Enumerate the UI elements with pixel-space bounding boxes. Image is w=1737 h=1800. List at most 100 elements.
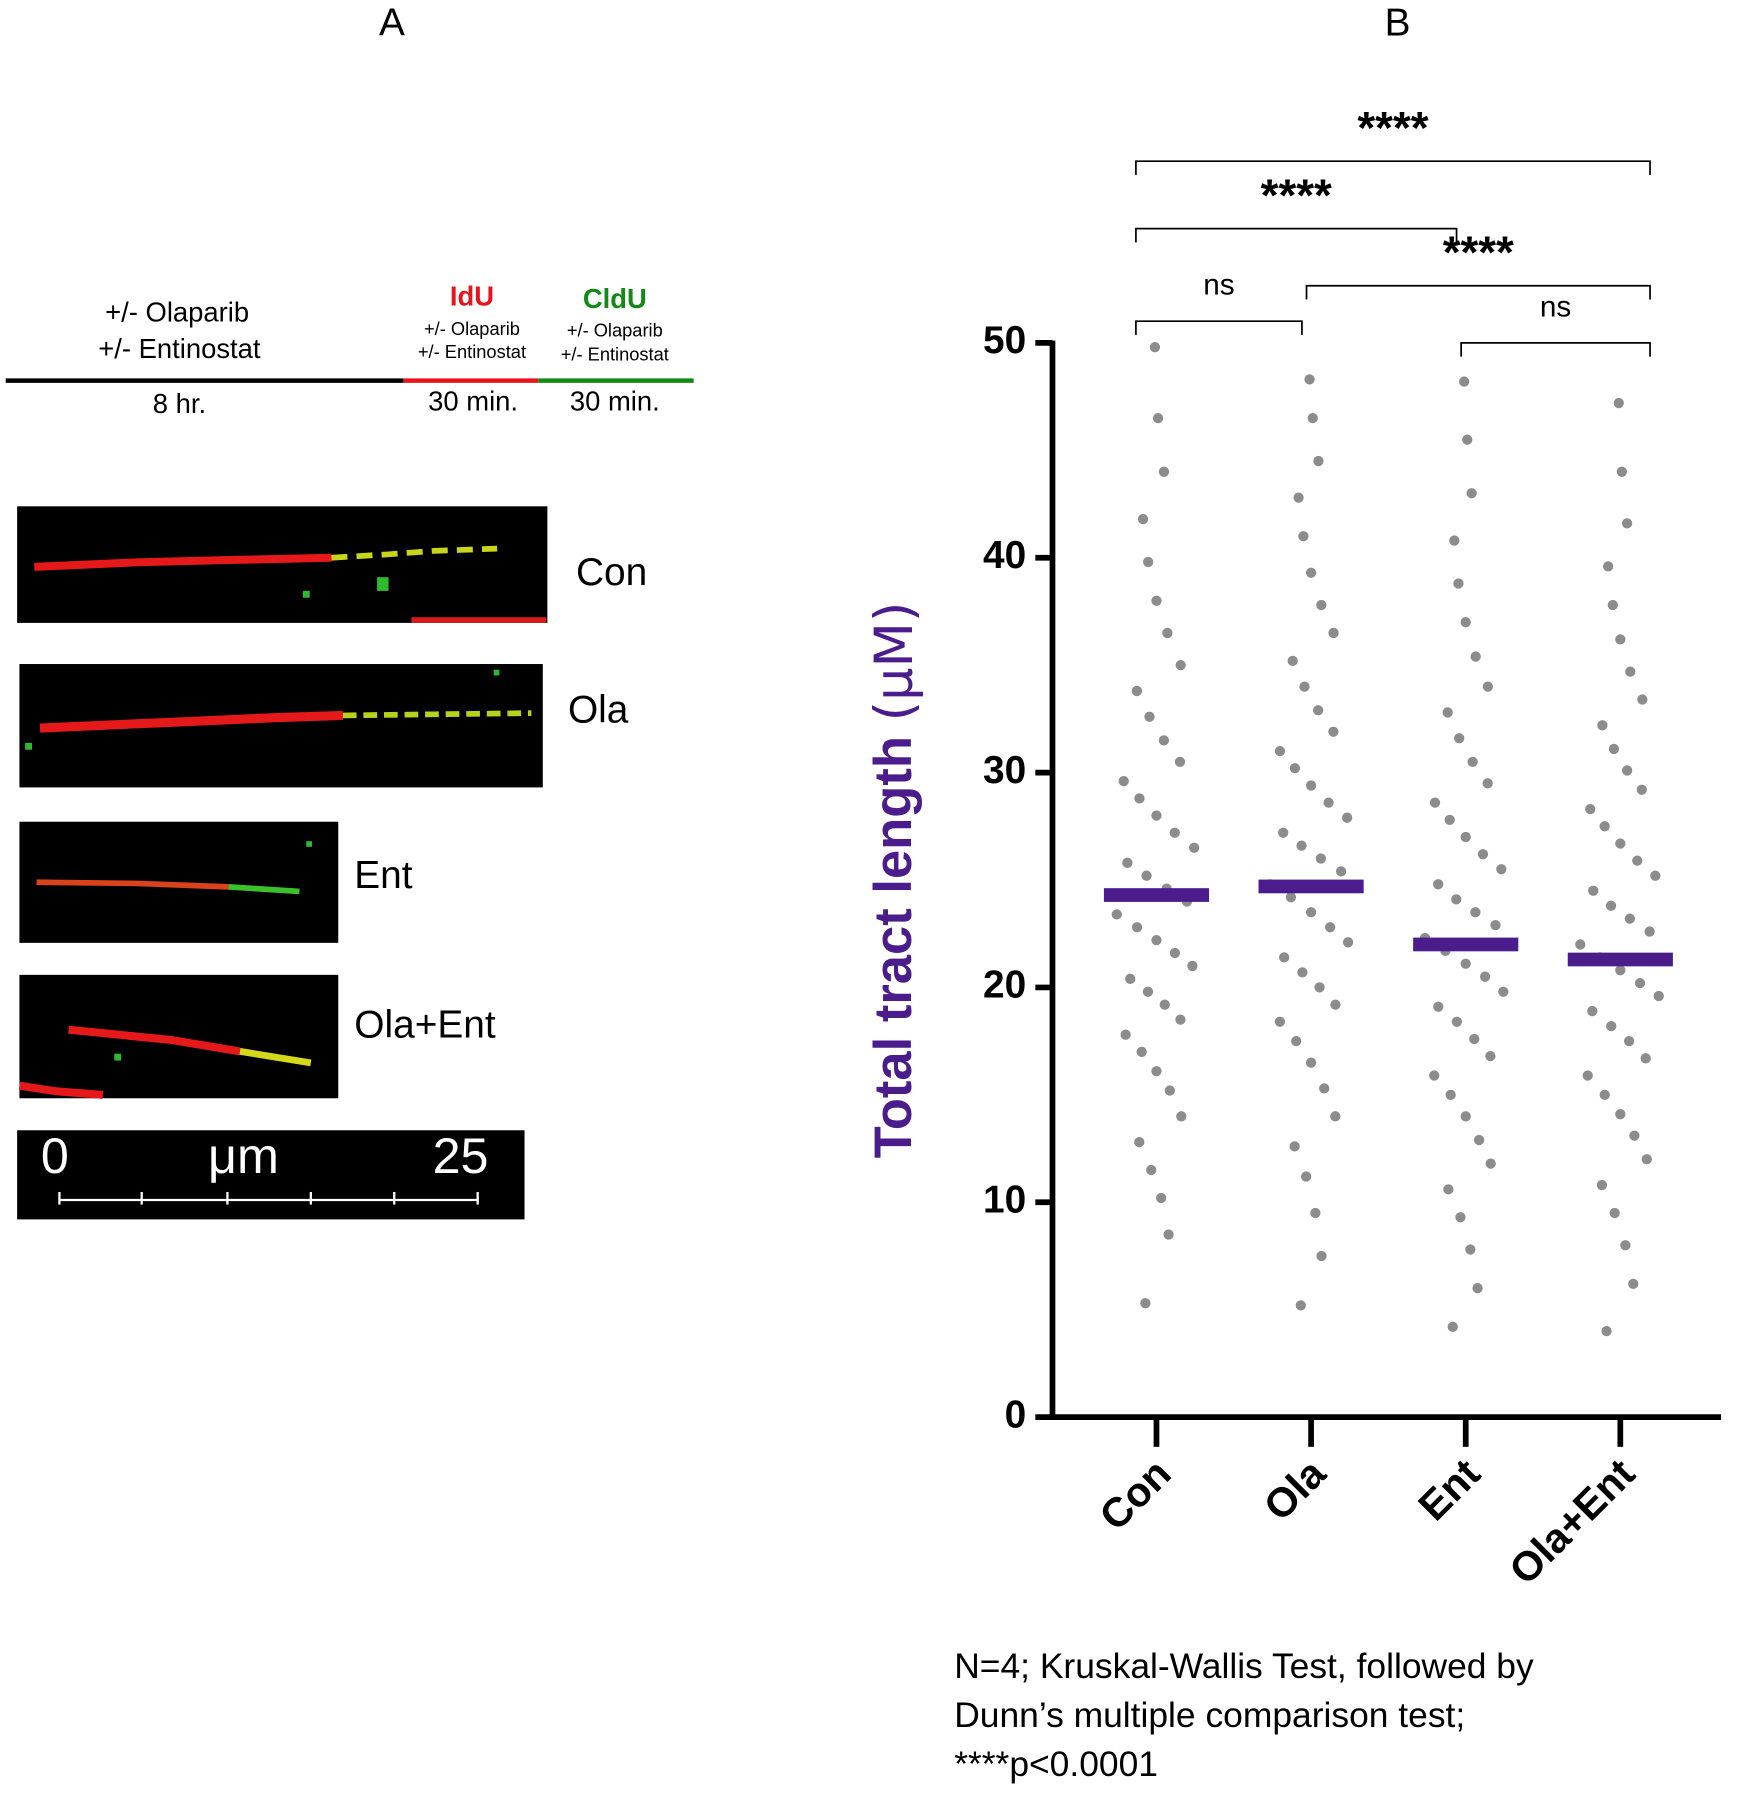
data-point [1342, 937, 1354, 948]
data-point [1143, 556, 1154, 568]
data-point [1601, 1326, 1612, 1337]
y-tick-label: 40 [983, 534, 1026, 577]
x-tick-label: Ent [1410, 1450, 1490, 1530]
pulse-name: IdU [450, 281, 494, 312]
data-point [1605, 900, 1617, 911]
data-point [1175, 660, 1186, 671]
data-point [1164, 1085, 1175, 1096]
significance-bracket [1135, 320, 1303, 335]
data-point [1330, 1111, 1341, 1122]
data-point [1176, 1111, 1187, 1122]
image-label: Ola+Ent [354, 1004, 496, 1047]
data-point [1479, 971, 1491, 982]
y-axis-title: Total tract length (μM) [864, 602, 925, 1159]
data-point [1328, 627, 1339, 639]
data-point [1131, 922, 1143, 933]
fiber-image [19, 664, 543, 788]
data-point [1613, 397, 1624, 409]
data-point [1498, 986, 1509, 997]
data-point [1175, 1014, 1186, 1025]
data-point [1325, 922, 1336, 933]
data-point [1451, 894, 1462, 905]
data-point [1629, 1130, 1640, 1141]
data-point [1466, 488, 1477, 499]
data-point [1151, 1066, 1162, 1077]
data-point [1144, 711, 1155, 722]
data-point [1188, 842, 1200, 853]
data-point [1118, 776, 1129, 787]
data-point [1597, 720, 1608, 731]
data-point [1606, 1020, 1617, 1032]
data-point [1615, 634, 1626, 645]
x-tick-label: Ola+Ent [1500, 1450, 1643, 1593]
data-point [1596, 1179, 1608, 1191]
data-point [1295, 1300, 1306, 1311]
data-point [1120, 1029, 1131, 1040]
data-point [1465, 1244, 1476, 1255]
data-point [1158, 466, 1170, 477]
data-point [1624, 913, 1635, 924]
data-point [1433, 1001, 1444, 1012]
data-point [1615, 965, 1626, 976]
image-label: Ent [354, 854, 413, 897]
y-tick-label: 0 [1005, 1393, 1027, 1436]
data-point [1429, 1070, 1440, 1081]
data-point [1316, 1250, 1327, 1262]
data-point [1616, 466, 1628, 477]
scale-bar [17, 1130, 525, 1220]
data-point [1163, 1229, 1174, 1240]
fiber-image [17, 506, 548, 623]
data-point [1315, 853, 1327, 864]
data-point [1470, 907, 1481, 918]
data-point [1146, 1164, 1157, 1176]
treatment-text: +/- Entinostat [98, 333, 261, 364]
data-point [1323, 797, 1334, 808]
data-point [1134, 1136, 1145, 1148]
data-point [1470, 651, 1481, 662]
treatment-text: +/- Olaparib [567, 319, 663, 340]
data-point [1312, 705, 1324, 716]
significance-label: ns [1540, 290, 1571, 323]
x-tick-label: Ola [1255, 1449, 1335, 1529]
x-tick-label: Con [1091, 1450, 1180, 1539]
data-point [1477, 849, 1489, 860]
y-axis-unit: (μM) [864, 602, 925, 722]
data-point [1607, 599, 1618, 611]
data-point [1316, 599, 1327, 611]
data-point [1449, 535, 1460, 546]
treatment-text: +/- Entinostat [561, 343, 669, 364]
data-point [1455, 1212, 1466, 1223]
data-point [1314, 982, 1325, 993]
data-point [1141, 870, 1152, 881]
significance-bracket [1135, 160, 1651, 175]
data-point [1140, 1298, 1151, 1309]
data-point [1454, 733, 1465, 744]
duration: 30 min. [428, 386, 518, 417]
data-point [1625, 666, 1636, 677]
data-point [1628, 1278, 1639, 1290]
data-point [1641, 1154, 1652, 1165]
y-axis-title-text: Total tract length [864, 736, 923, 1158]
data-point [1174, 756, 1186, 767]
data-point [1444, 814, 1455, 825]
data-point [1602, 561, 1614, 572]
data-point [1582, 1070, 1593, 1081]
data-point [1588, 885, 1599, 896]
footnote-line: Dunn’s multiple comparison test; [954, 1695, 1465, 1735]
treatment-text: +/- Entinostat [418, 341, 526, 362]
data-point [1429, 797, 1441, 808]
data-point [1609, 1207, 1620, 1219]
y-tick-label: 30 [983, 749, 1026, 792]
data-point [1151, 810, 1162, 821]
data-point [1285, 892, 1297, 903]
data-point [1307, 412, 1318, 424]
data-point [1279, 952, 1290, 963]
data-point [1305, 567, 1317, 578]
duration: 30 min. [570, 386, 660, 417]
data-point [1156, 1192, 1167, 1204]
data-point [1289, 1141, 1300, 1152]
footnote-line: N=4; Kruskal-Wallis Test, followed by [954, 1646, 1534, 1686]
data-point [1453, 578, 1464, 589]
data-point [1328, 726, 1339, 737]
data-point [1301, 1171, 1312, 1182]
